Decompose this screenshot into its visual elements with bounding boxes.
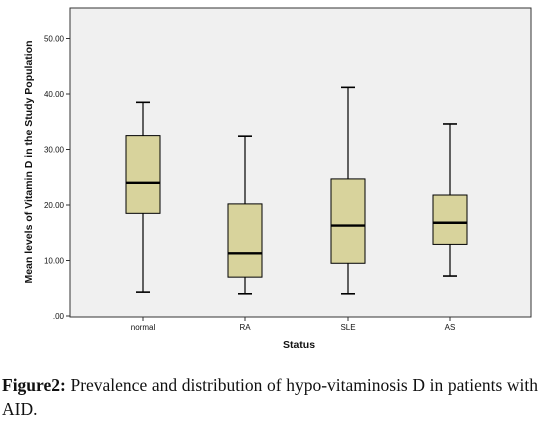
y-axis-title: Mean levels of Vitamin D in the Study Po… — [23, 40, 35, 283]
box-AS — [432, 123, 468, 277]
box-normal — [125, 101, 161, 293]
box-RA — [227, 135, 263, 295]
x-tick-label: RA — [239, 323, 251, 332]
y-tick-label: .00 — [53, 312, 65, 321]
x-tick-label: SLE — [340, 323, 355, 332]
x-axis: normal RA SLE AS — [131, 317, 456, 332]
y-tick-label: 40.00 — [44, 90, 65, 99]
box-SLE — [330, 86, 366, 295]
caption-label: Figure2: — [2, 375, 66, 395]
y-tick-label: 20.00 — [44, 201, 65, 210]
y-tick-label: 30.00 — [44, 146, 65, 155]
iqr-box — [432, 194, 468, 245]
iqr-box — [227, 203, 263, 278]
x-tick-label: AS — [445, 323, 456, 332]
y-tick-label: 10.00 — [44, 257, 65, 266]
iqr-box — [125, 135, 161, 214]
x-tick-label: normal — [131, 323, 156, 332]
caption-text: Prevalence and distribution of hypo-vita… — [2, 375, 538, 419]
y-tick-label: 50.00 — [44, 35, 65, 44]
x-axis-title: Status — [283, 339, 315, 351]
boxes — [125, 86, 468, 295]
figure-caption: Figure2: Prevalence and distribution of … — [2, 373, 538, 421]
iqr-box — [330, 178, 366, 264]
